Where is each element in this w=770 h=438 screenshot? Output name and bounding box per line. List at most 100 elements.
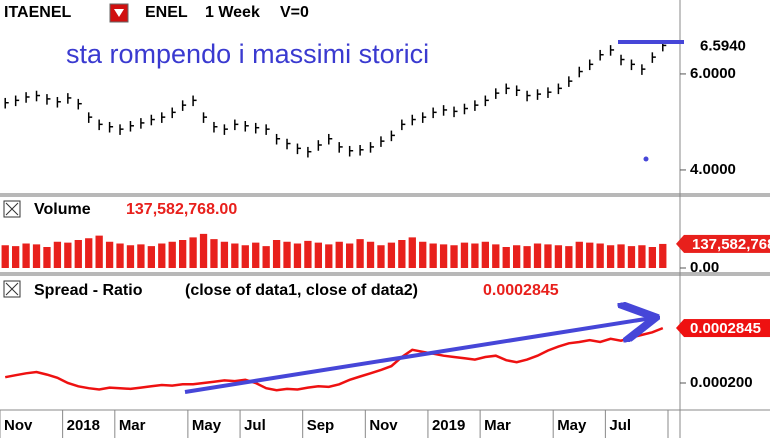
volume-bar bbox=[471, 243, 479, 268]
volume-bar bbox=[554, 245, 563, 268]
volume-bar bbox=[638, 245, 646, 268]
y-tick-label: 0.00 bbox=[690, 259, 719, 276]
volume-bar bbox=[85, 238, 93, 268]
volume-bar bbox=[606, 245, 615, 268]
volume-bar bbox=[617, 244, 625, 268]
volume-bar bbox=[346, 243, 354, 268]
volume-bar bbox=[293, 243, 302, 268]
volume-bar bbox=[168, 241, 176, 268]
last-value-box bbox=[684, 36, 768, 55]
volume-bar bbox=[105, 241, 114, 268]
volume-bar bbox=[356, 239, 364, 268]
volume-bar bbox=[596, 243, 604, 268]
volume-bar bbox=[22, 243, 30, 268]
volume-bar bbox=[523, 246, 531, 268]
volume-bar bbox=[398, 240, 406, 268]
volume-bar bbox=[32, 244, 41, 268]
menu-arrow bbox=[114, 9, 124, 17]
volume-bar bbox=[210, 239, 218, 268]
volume-bar bbox=[366, 241, 375, 268]
volume-bar bbox=[419, 241, 427, 268]
volume-bar bbox=[377, 245, 385, 268]
last-value-label: 137,582,768.00 bbox=[692, 236, 770, 253]
period: 1 Week bbox=[205, 4, 260, 21]
volume-bar bbox=[272, 240, 281, 268]
last-value-label: 0.0002845 bbox=[690, 320, 761, 337]
symbol: ITAENEL bbox=[4, 4, 71, 21]
last-value-pointer bbox=[676, 234, 684, 253]
volume-flag: V=0 bbox=[280, 4, 309, 21]
volume-bar bbox=[627, 246, 636, 268]
volume-bar bbox=[199, 233, 208, 268]
volume-bar bbox=[450, 245, 458, 268]
volume-bar bbox=[335, 241, 343, 268]
volume-bar bbox=[429, 243, 437, 268]
ratio-line bbox=[4, 326, 664, 392]
volume-bar bbox=[231, 243, 239, 268]
volume-bar bbox=[387, 242, 396, 268]
x-tick-label: May bbox=[192, 417, 222, 434]
volume-bar bbox=[575, 241, 583, 268]
volume-bar bbox=[179, 240, 187, 268]
volume-bar bbox=[408, 237, 416, 268]
volume-bar bbox=[314, 242, 322, 268]
volume-bar bbox=[220, 241, 229, 268]
y-tick-label: 6.0000 bbox=[690, 65, 736, 82]
last-value-pointer bbox=[676, 319, 684, 338]
marks bbox=[1, 40, 667, 392]
volume-bar bbox=[325, 244, 333, 268]
volume-bar bbox=[95, 235, 103, 268]
drawn-dot bbox=[643, 156, 649, 162]
panel-title: Volume bbox=[34, 201, 91, 218]
panel-value: 137,582,768.00 bbox=[126, 201, 237, 218]
volume-bar bbox=[1, 245, 9, 268]
x-tick-label: 2019 bbox=[432, 417, 465, 434]
x-tick-label: Jul bbox=[244, 417, 266, 434]
drawn-arrow bbox=[184, 318, 652, 394]
panel-value: 0.0002845 bbox=[483, 282, 559, 299]
panel-separator bbox=[0, 193, 770, 197]
volume-bar bbox=[189, 237, 197, 268]
x-tick-label: Nov bbox=[369, 417, 398, 434]
volume-bar bbox=[544, 244, 552, 268]
last-value-box bbox=[684, 234, 770, 253]
symbol-name: ENEL bbox=[145, 4, 188, 21]
volume-bar bbox=[43, 247, 51, 268]
x-tick-label: Sep bbox=[307, 417, 335, 434]
volume-bar bbox=[74, 240, 82, 268]
volume-bar bbox=[492, 244, 500, 268]
x-tick-label: Mar bbox=[484, 417, 511, 434]
volume-bar bbox=[304, 240, 312, 268]
volume-bar bbox=[262, 246, 270, 268]
volume-bar bbox=[502, 247, 510, 268]
volume-bar bbox=[147, 246, 155, 268]
volume-bar bbox=[252, 242, 260, 268]
volume-bar bbox=[648, 247, 656, 268]
last-value-box bbox=[684, 319, 770, 338]
volume-bar bbox=[64, 242, 72, 268]
volume-bar bbox=[116, 243, 124, 268]
volume-bar bbox=[137, 244, 145, 268]
volume-bar bbox=[12, 246, 20, 268]
panel-title: Spread - Ratio bbox=[34, 282, 143, 299]
volume-bar bbox=[439, 244, 448, 268]
close-cross bbox=[5, 202, 19, 216]
annotation: sta rompendo i massimi storici bbox=[66, 39, 429, 69]
x-tick-label: Jul bbox=[609, 417, 631, 434]
volume-bar bbox=[533, 243, 542, 268]
volume-bar bbox=[241, 245, 249, 268]
volume-bar bbox=[481, 241, 489, 268]
volume-bar bbox=[460, 242, 469, 268]
volume-bar bbox=[126, 245, 135, 268]
volume-bar bbox=[53, 241, 62, 268]
volume-bar bbox=[513, 245, 521, 268]
volume-bar bbox=[565, 246, 573, 268]
panel-separator bbox=[0, 272, 770, 276]
close-cross bbox=[5, 282, 19, 296]
volume-bar bbox=[283, 241, 291, 268]
volume-bar bbox=[158, 243, 166, 268]
volume-bar bbox=[659, 243, 667, 268]
x-tick-label: May bbox=[557, 417, 587, 434]
x-tick-label: Mar bbox=[119, 417, 146, 434]
